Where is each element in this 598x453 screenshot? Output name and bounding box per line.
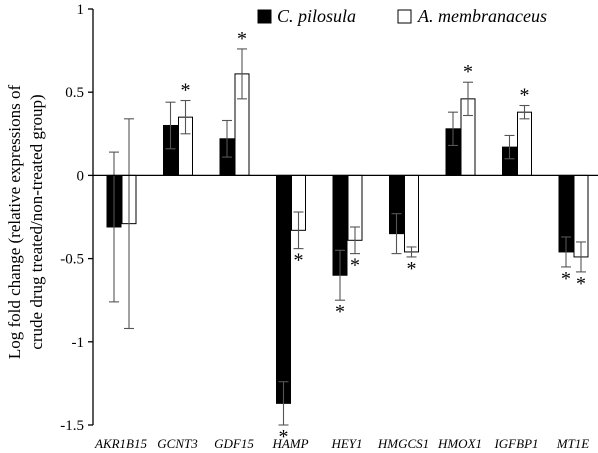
legend: C. pilosula A. membranaceus [257,6,547,26]
x-category-label-igfbp1: IGFBP1 [493,436,538,451]
significance-star: * [350,255,360,277]
significance-star: * [561,268,571,290]
legend-label-a-membranaceus: A. membranaceus [417,6,547,26]
significance-star: * [237,28,247,50]
significance-star: * [294,250,304,272]
significance-star: * [279,426,289,448]
y-axis-label-line2: crude drug treated/non-treated group) [27,94,46,349]
y-tick-label: -0.5 [60,252,84,268]
y-axis-label: Log fold change (relative expressions of… [5,85,46,360]
y-tick-label: 1 [77,2,85,18]
y-tick-label: 0 [77,168,85,184]
x-category-label-hey1: HEY1 [330,436,362,451]
y-tick-label: -1.5 [60,418,84,434]
significance-star: * [181,80,191,102]
bar-a-membranaceus-hmgcs1 [404,174,419,253]
y-tick-label: 0.5 [65,85,84,101]
significance-markers: ****** **** * [181,28,587,448]
x-category-label-hamp: HAMP [271,436,308,451]
significance-star: * [463,61,473,83]
significance-star: * [576,273,586,295]
legend-label-c-pilosula: C. pilosula [277,6,356,26]
x-category-label-mt1e: MT1E [556,436,590,451]
x-category-label-hmox1: HMOX1 [437,436,482,451]
significance-star: * [520,85,530,107]
significance-star: * [335,301,345,323]
x-category-label-akr1b15: AKR1B15 [94,436,147,451]
x-category-label-hmgcs1: HMGCS1 [377,436,429,451]
x-category-label-gcnt3: GCNT3 [157,436,198,451]
bar-a-membranaceus-igfbp1 [517,111,532,176]
legend-swatch-a-membranaceus [397,9,412,24]
legend-swatch-c-pilosula [257,9,272,24]
significance-star: * [407,258,417,280]
bar-c-pilosula-hamp [276,174,291,404]
y-axis: -1.5 -1 -0.5 0 0.5 1 [60,2,94,434]
bar-series [106,73,589,404]
error-bars [109,48,586,426]
x-axis-categories: AKR1B15 GCNT3 GDF15 HAMP HEY1 HMGCS1 HMOX1 IGFB… [94,436,589,451]
y-axis-label-line1: Log fold change (relative expressions of [5,85,24,360]
y-tick-label: -1 [72,335,85,351]
x-category-label-gdf15: GDF15 [214,436,254,451]
